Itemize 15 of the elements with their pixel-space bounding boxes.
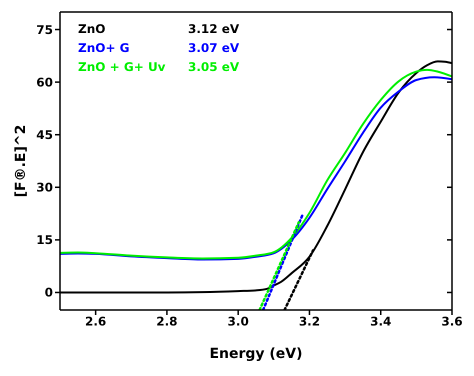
y-tick-label: 60 [36, 75, 53, 90]
y-tick-label: 30 [36, 180, 53, 195]
y-tick-label: 45 [36, 128, 53, 142]
x-axis-title: Energy (eV) [209, 346, 303, 362]
y-tick-label: 0 [44, 286, 53, 300]
y-tick-label: 15 [36, 233, 53, 248]
legend: ZnO 3.12 eV ZnO+ G 3.07 eV ZnO + G+ Uv 3.05 eV [78, 20, 240, 77]
y-axis-title: [F®.E]^2 [12, 124, 29, 198]
y-tick-label: 75 [36, 22, 53, 37]
x-tick-label: 2.6 [85, 314, 106, 329]
x-tick-label: 3.0 [228, 314, 249, 329]
x-tick-label: 3.2 [298, 314, 320, 329]
x-tick-label: 3.6 [441, 314, 463, 329]
x-tick-label: 2.8 [156, 314, 178, 329]
x-tick-label: 3.4 [370, 314, 392, 329]
